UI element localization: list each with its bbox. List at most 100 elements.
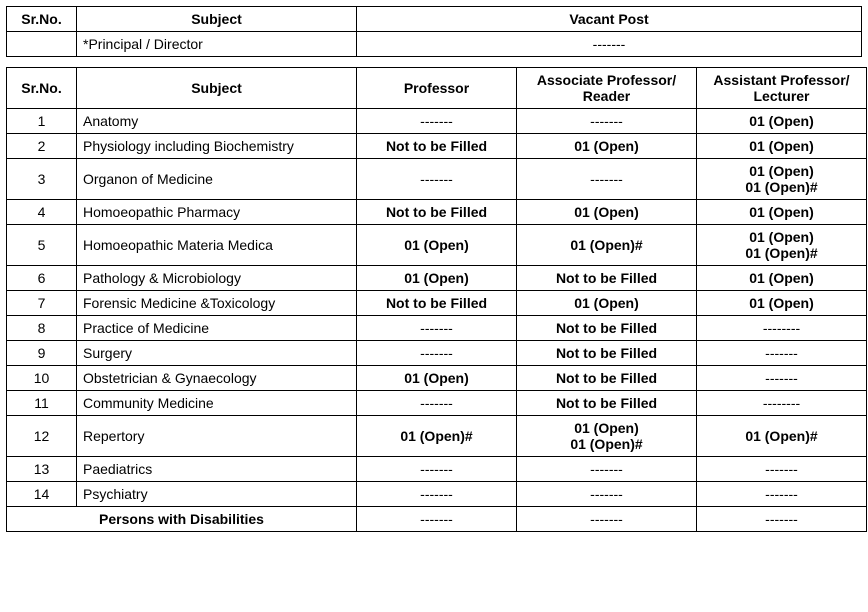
cell-associate: 01 (Open) — [517, 291, 697, 316]
cell-professor: 01 (Open) — [357, 225, 517, 266]
cell-associate: 01 (Open)01 (Open)# — [517, 416, 697, 457]
cell-subject: Psychiatry — [77, 482, 357, 507]
cell-associate: ------- — [517, 159, 697, 200]
cell-associate: 01 (Open)# — [517, 225, 697, 266]
header-vacant-post: Vacant Post — [357, 7, 862, 32]
cell-subject: Homoeopathic Pharmacy — [77, 200, 357, 225]
cell-assistant: 01 (Open)01 (Open)# — [697, 225, 867, 266]
cell-srno: 1 — [7, 109, 77, 134]
footer-asst: ------- — [697, 507, 867, 532]
principal-data-row: *Principal / Director ------- — [7, 32, 862, 57]
cell-assistant: ------- — [697, 457, 867, 482]
footer-assoc: ------- — [517, 507, 697, 532]
cell-professor: ------- — [357, 341, 517, 366]
cell-professor: Not to be Filled — [357, 200, 517, 225]
table-row: 2Physiology including BiochemistryNot to… — [7, 134, 867, 159]
cell-professor: ------- — [357, 159, 517, 200]
cell-srno: 2 — [7, 134, 77, 159]
cell-professor: ------- — [357, 109, 517, 134]
cell-associate: ------- — [517, 482, 697, 507]
cell-associate: 01 (Open) — [517, 200, 697, 225]
cell-professor: 01 (Open)# — [357, 416, 517, 457]
cell-professor: Not to be Filled — [357, 134, 517, 159]
vacancy-table: Sr.No. Subject Professor Associate Profe… — [6, 67, 867, 532]
cell-subject: Homoeopathic Materia Medica — [77, 225, 357, 266]
header-assistant: Assistant Professor/ Lecturer — [697, 68, 867, 109]
cell-assistant: ------- — [697, 366, 867, 391]
cell-assistant: -------- — [697, 316, 867, 341]
footer-row: Persons with Disabilities ------- ------… — [7, 507, 867, 532]
cell-srno: 9 — [7, 341, 77, 366]
cell-srno: 5 — [7, 225, 77, 266]
cell-subject: Practice of Medicine — [77, 316, 357, 341]
header-subject: Subject — [77, 68, 357, 109]
vacancy-header-row: Sr.No. Subject Professor Associate Profe… — [7, 68, 867, 109]
cell-assistant: ------- — [697, 341, 867, 366]
cell-subject: Community Medicine — [77, 391, 357, 416]
table-row: 4Homoeopathic PharmacyNot to be Filled01… — [7, 200, 867, 225]
cell-srno: 3 — [7, 159, 77, 200]
principal-table: Sr.No. Subject Vacant Post *Principal / … — [6, 6, 862, 57]
cell-associate: Not to be Filled — [517, 341, 697, 366]
table-row: 5Homoeopathic Materia Medica01 (Open)01 … — [7, 225, 867, 266]
cell-associate: Not to be Filled — [517, 391, 697, 416]
table-row: 12Repertory01 (Open)#01 (Open)01 (Open)#… — [7, 416, 867, 457]
header-srno: Sr.No. — [7, 7, 77, 32]
table-row: 13Paediatrics--------------------- — [7, 457, 867, 482]
cell-subject: Pathology & Microbiology — [77, 266, 357, 291]
header-professor: Professor — [357, 68, 517, 109]
cell-associate: ------- — [517, 109, 697, 134]
cell-assistant: 01 (Open)# — [697, 416, 867, 457]
cell-srno: 14 — [7, 482, 77, 507]
cell-professor: Not to be Filled — [357, 291, 517, 316]
cell-assistant: 01 (Open) — [697, 109, 867, 134]
cell-subject: Physiology including Biochemistry — [77, 134, 357, 159]
cell-srno: 12 — [7, 416, 77, 457]
principal-vacant: ------- — [357, 32, 862, 57]
cell-srno: 4 — [7, 200, 77, 225]
cell-srno: 13 — [7, 457, 77, 482]
table-row: 6Pathology & Microbiology01 (Open)Not to… — [7, 266, 867, 291]
cell-professor: ------- — [357, 457, 517, 482]
cell-assistant: 01 (Open)01 (Open)# — [697, 159, 867, 200]
cell-subject: Organon of Medicine — [77, 159, 357, 200]
cell-subject: Repertory — [77, 416, 357, 457]
table-row: 9Surgery-------Not to be Filled------- — [7, 341, 867, 366]
table-gap — [6, 57, 862, 67]
cell-srno: 10 — [7, 366, 77, 391]
table-row: 1Anatomy--------------01 (Open) — [7, 109, 867, 134]
cell-srno: 8 — [7, 316, 77, 341]
header-associate: Associate Professor/ Reader — [517, 68, 697, 109]
footer-prof: ------- — [357, 507, 517, 532]
cell-professor: 01 (Open) — [357, 266, 517, 291]
cell-subject: Surgery — [77, 341, 357, 366]
cell-associate: Not to be Filled — [517, 266, 697, 291]
cell-associate: Not to be Filled — [517, 366, 697, 391]
principal-header-row: Sr.No. Subject Vacant Post — [7, 7, 862, 32]
table-row: 11Community Medicine-------Not to be Fil… — [7, 391, 867, 416]
cell-associate: Not to be Filled — [517, 316, 697, 341]
footer-label: Persons with Disabilities — [7, 507, 357, 532]
cell-srno: 7 — [7, 291, 77, 316]
header-subject: Subject — [77, 7, 357, 32]
cell-subject: Anatomy — [77, 109, 357, 134]
cell-srno: 11 — [7, 391, 77, 416]
table-row: 7Forensic Medicine &ToxicologyNot to be … — [7, 291, 867, 316]
cell-assistant: 01 (Open) — [697, 266, 867, 291]
cell-associate: ------- — [517, 457, 697, 482]
cell-assistant: 01 (Open) — [697, 291, 867, 316]
table-row: 10Obstetrician & Gynaecology01 (Open)Not… — [7, 366, 867, 391]
cell-srno: 6 — [7, 266, 77, 291]
cell-professor: ------- — [357, 316, 517, 341]
cell-subject: Paediatrics — [77, 457, 357, 482]
cell-assistant: -------- — [697, 391, 867, 416]
table-row: 14Psychiatry--------------------- — [7, 482, 867, 507]
cell-professor: 01 (Open) — [357, 366, 517, 391]
cell-associate: 01 (Open) — [517, 134, 697, 159]
cell-assistant: ------- — [697, 482, 867, 507]
table-row: 3Organon of Medicine--------------01 (Op… — [7, 159, 867, 200]
cell-assistant: 01 (Open) — [697, 134, 867, 159]
table-row: 8Practice of Medicine-------Not to be Fi… — [7, 316, 867, 341]
cell-assistant: 01 (Open) — [697, 200, 867, 225]
cell-professor: ------- — [357, 482, 517, 507]
